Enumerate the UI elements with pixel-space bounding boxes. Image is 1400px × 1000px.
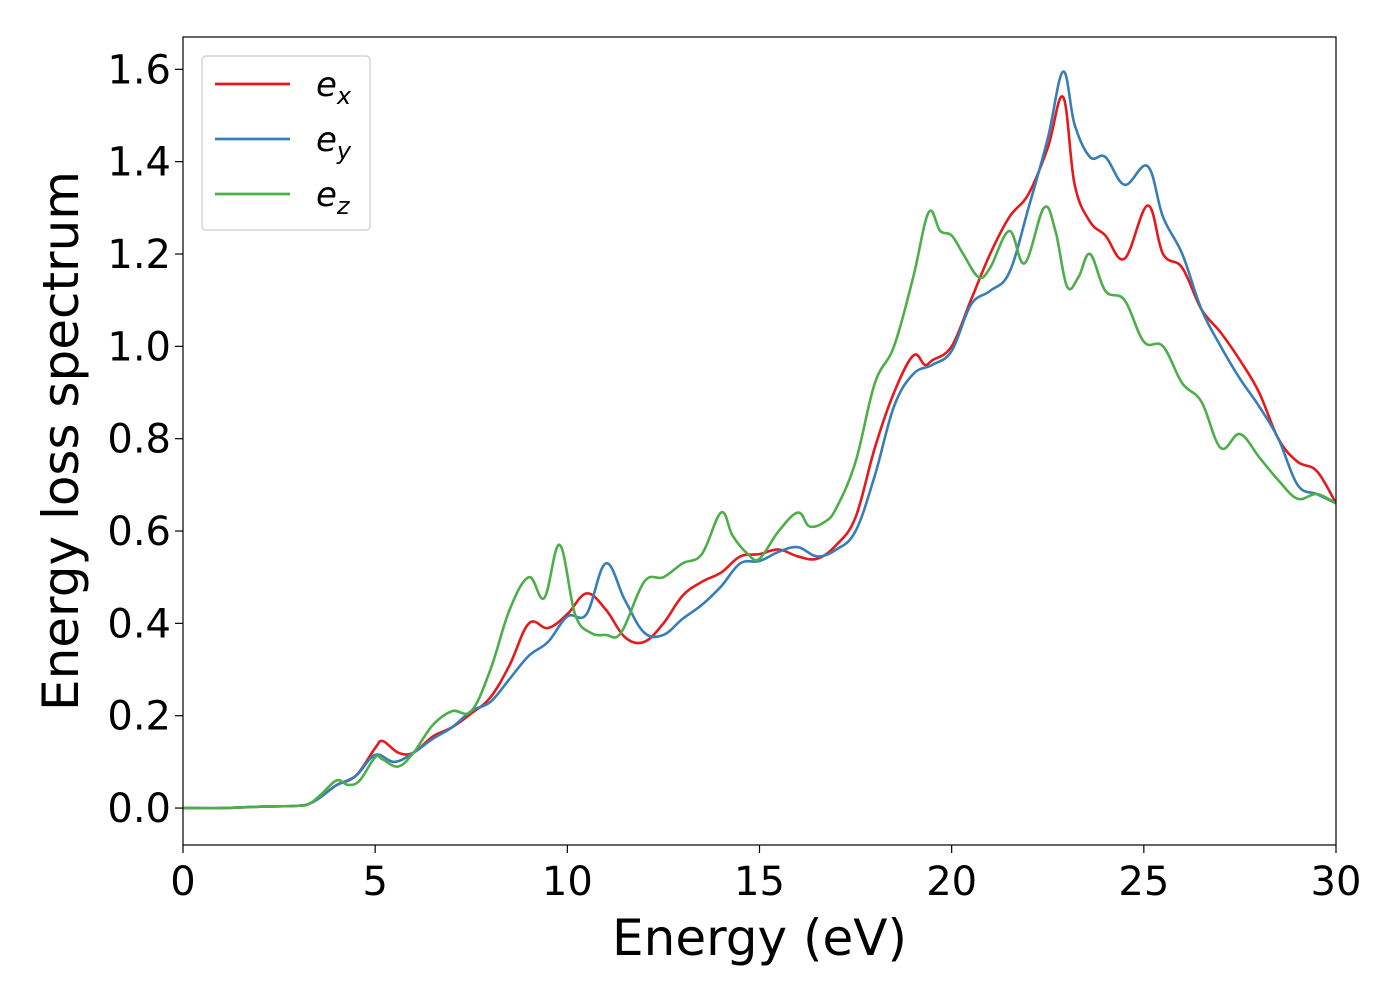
plot-area xyxy=(183,70,1336,810)
legend-entry-label: ey xyxy=(316,120,352,165)
legend-label-base: e xyxy=(316,120,337,160)
series-line-ez xyxy=(183,205,1336,810)
series-line-ex xyxy=(183,95,1336,810)
x-tick-label: 10 xyxy=(542,859,593,905)
y-tick-label: 0.4 xyxy=(107,601,171,647)
legend-label-base: e xyxy=(316,175,337,215)
legend-entry-label: ex xyxy=(316,65,352,110)
y-tick-label: 1.2 xyxy=(107,232,171,278)
legend-entry-label: ez xyxy=(316,175,351,220)
y-axis-title: Energy loss spectrum xyxy=(32,171,90,711)
y-tick-label: 0.0 xyxy=(107,786,171,832)
legend-label-subscript: x xyxy=(336,82,352,110)
x-tick-label: 5 xyxy=(362,859,387,905)
y-tick-label: 0.6 xyxy=(107,509,171,555)
axis-ticks: 0 5 10 15 20 25 30 0.0 0.2 0.4 0.6 0.8 1.0 1.2 1.4 1.6 xyxy=(107,47,1361,905)
y-tick-label: 1.6 xyxy=(107,47,171,93)
x-tick-label: 25 xyxy=(1118,859,1169,905)
x-tick-label: 15 xyxy=(734,859,785,905)
legend-label-subscript: y xyxy=(336,137,352,165)
y-tick-label: 0.8 xyxy=(107,417,171,463)
legend-label-base: e xyxy=(316,65,337,105)
legend-box xyxy=(201,55,371,231)
x-tick-label: 20 xyxy=(926,859,977,905)
legend-label-subscript: z xyxy=(336,192,351,220)
x-tick-label: 0 xyxy=(170,859,195,905)
y-tick-label: 1.4 xyxy=(107,140,171,186)
y-tick-label: 0.2 xyxy=(107,694,171,740)
x-tick-label: 30 xyxy=(1311,859,1362,905)
x-axis-title: Energy (eV) xyxy=(612,909,907,967)
y-tick-label: 1.0 xyxy=(107,324,171,370)
